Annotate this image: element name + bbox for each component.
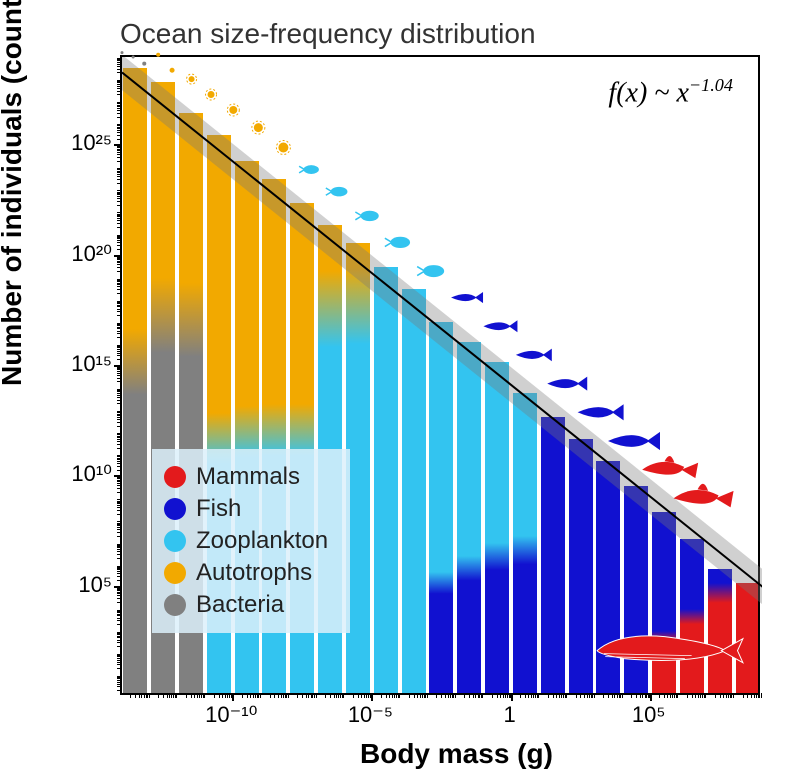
y-axis-label: Number of individuals (count)	[0, 0, 28, 386]
y-tick-label: 10²⁵	[71, 130, 112, 156]
y-tick-label: 10⁵	[78, 572, 112, 598]
legend-dot-icon	[164, 466, 186, 488]
bar-segment	[318, 225, 342, 271]
legend-label: Bacteria	[196, 591, 284, 619]
bar-segment	[652, 631, 676, 693]
bar-segment	[123, 329, 147, 693]
bar-segment	[457, 556, 481, 693]
legend-item: Autotrophs	[164, 559, 328, 587]
bar-segment	[262, 179, 286, 404]
legend-label: Zooplankton	[196, 527, 328, 555]
x-tick-label: 10⁵	[632, 702, 666, 728]
bar-segment	[402, 289, 426, 693]
x-axis-label: Body mass (g)	[360, 738, 553, 770]
bar-segment	[179, 113, 203, 283]
y-tick-label: 10¹⁰	[71, 461, 112, 487]
legend-label: Mammals	[196, 463, 300, 491]
bar-segment	[541, 417, 565, 693]
bar-segment	[207, 135, 231, 413]
bar-segment	[374, 267, 398, 693]
bar-segment	[708, 569, 732, 582]
bar-segment	[123, 68, 147, 328]
y-tick-label: 10¹⁵	[71, 351, 112, 377]
bar-segment	[235, 161, 259, 406]
bar-segment	[429, 572, 453, 693]
bar-segment	[485, 362, 509, 543]
legend-item: Fish	[164, 495, 328, 523]
power-law-equation: f(x) ~ x−1.04	[608, 75, 733, 109]
legend-dot-icon	[164, 530, 186, 552]
bar-segment	[708, 583, 732, 693]
chart-container: Ocean size-frequency distribution Number…	[0, 0, 800, 777]
y-tick-label: 10²⁰	[71, 241, 112, 267]
bar-segment	[680, 609, 704, 693]
bar-segment	[457, 342, 481, 556]
bar-segment	[736, 583, 759, 693]
bar-segment	[513, 393, 537, 536]
legend-dot-icon	[164, 498, 186, 520]
bar-segment	[485, 543, 509, 693]
bar-segment	[652, 512, 676, 631]
legend: Mammals Fish Zooplankton Autotrophs Bacteria	[152, 449, 350, 633]
chart-title: Ocean size-frequency distribution	[120, 18, 536, 50]
bar-segment	[151, 82, 175, 278]
legend-item: Bacteria	[164, 591, 328, 619]
legend-item: Mammals	[164, 463, 328, 491]
bar-segment	[596, 461, 620, 693]
bar-segment	[624, 486, 648, 693]
bar-segment	[513, 536, 537, 693]
legend-item: Zooplankton	[164, 527, 328, 555]
bar-segment	[569, 439, 593, 693]
legend-label: Fish	[196, 495, 241, 523]
legend-dot-icon	[164, 562, 186, 584]
x-tick-label: 10⁻⁵	[348, 702, 393, 728]
bar-segment	[680, 539, 704, 610]
bar-segment	[290, 203, 314, 404]
plot-area: f(x) ~ x−1.04 Mammals Fish Zooplankton Auto…	[120, 55, 760, 695]
x-tick-label: 10⁻¹⁰	[205, 702, 257, 728]
legend-dot-icon	[164, 594, 186, 616]
x-tick-label: 1	[503, 702, 515, 728]
legend-label: Autotrophs	[196, 559, 312, 587]
bar-segment	[429, 322, 453, 571]
bar-segment	[346, 243, 370, 267]
